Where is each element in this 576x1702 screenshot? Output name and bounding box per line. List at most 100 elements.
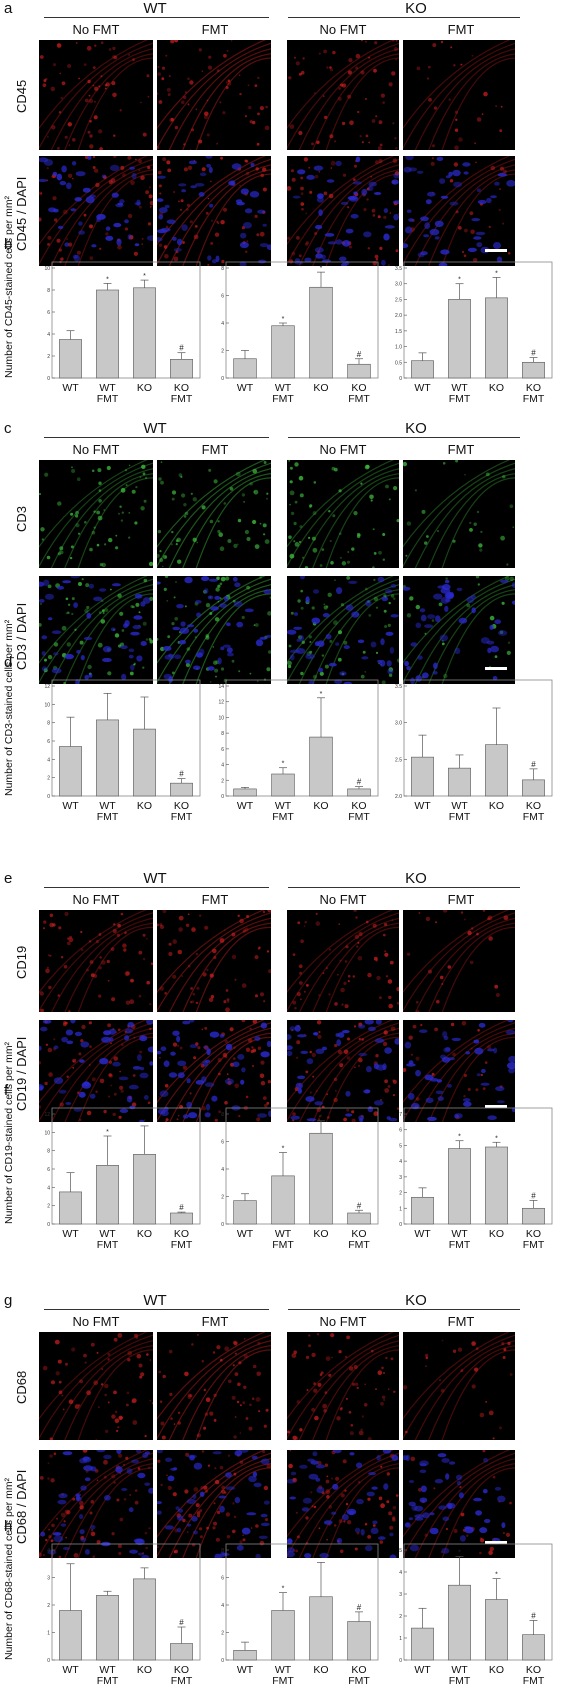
bar: [133, 1578, 156, 1661]
plot-frame: [403, 679, 553, 797]
micrograph-texture: [39, 40, 153, 150]
bar: [347, 363, 371, 379]
micrograph-texture: [403, 1020, 515, 1122]
y-tick-label: 8: [47, 1149, 50, 1155]
x-category-label: KO: [351, 1228, 366, 1240]
panel-letter: b: [4, 236, 13, 253]
x-category-label: WT: [414, 382, 431, 394]
y-tick-label: 0: [399, 376, 402, 382]
significance-star: *: [282, 1146, 285, 1153]
y-tick-label: 3: [399, 1592, 402, 1598]
x-category-label: FMT: [97, 1675, 119, 1687]
y-tick-label: 12: [44, 684, 50, 690]
y-tick-label: 1.0: [395, 345, 402, 351]
micrograph-marker: [157, 1332, 271, 1440]
micrograph-texture: [287, 1450, 399, 1558]
micrograph-merge: [39, 576, 153, 684]
micrograph-texture: [39, 460, 153, 568]
significance-hash: #: [179, 344, 184, 353]
bar: [309, 1132, 333, 1225]
x-category-label: FMT: [523, 1239, 545, 1251]
micrograph-texture: [157, 460, 271, 568]
y-tick-label: 2.0: [395, 794, 402, 800]
col-label-wt-fmt: FMT: [201, 1314, 229, 1329]
y-tick-label: 0.5: [395, 360, 402, 366]
x-category-label: KO: [526, 800, 541, 812]
x-category-label: FMT: [348, 393, 370, 405]
x-category-label: KO: [137, 382, 152, 394]
micrograph-marker: [287, 1332, 399, 1440]
x-category-label: KO: [489, 800, 504, 812]
y-tick-label: 0: [221, 376, 224, 382]
y-tick-label: 7: [399, 1112, 402, 1118]
y-tick-label: 10: [218, 715, 224, 721]
col-label-ko-fmt: FMT: [447, 442, 475, 457]
bar: [233, 788, 257, 797]
micrograph-marker: [287, 910, 399, 1012]
bar: [522, 1634, 545, 1661]
bar: [133, 287, 156, 379]
x-category-label: WT: [451, 382, 468, 394]
group-divider-wt: [44, 1309, 269, 1310]
micrograph-texture: [403, 40, 515, 150]
micrograph-merge: [403, 576, 515, 684]
y-tick-label: 3.0: [395, 721, 402, 727]
micrograph-merge: [403, 156, 515, 266]
significance-hash: #: [357, 350, 362, 359]
bar: [347, 1621, 371, 1661]
bar: [485, 297, 508, 379]
micrograph-texture: [403, 910, 515, 1012]
bar: [448, 299, 471, 379]
significance-hash: #: [531, 760, 536, 769]
x-category-label: WT: [451, 800, 468, 812]
bar: [309, 286, 333, 379]
bar: [133, 728, 156, 797]
y-tick-label: 2: [47, 776, 50, 782]
y-tick-label: 2: [47, 1204, 50, 1210]
y-tick-label: 6: [221, 294, 224, 300]
bar: [59, 1191, 82, 1225]
y-tick-label: 0: [47, 1222, 50, 1228]
significance-star: *: [458, 1550, 461, 1557]
y-tick-label: 8: [47, 288, 50, 294]
row-label-marker: CD3: [14, 505, 29, 532]
y-tick-label: 6: [47, 739, 50, 745]
bar: [96, 1595, 119, 1661]
bar: [170, 359, 193, 379]
significance-star: *: [320, 1114, 323, 1121]
y-tick-label: 4: [221, 321, 224, 327]
y-tick-label: 0: [399, 1222, 402, 1228]
micrograph-merge: [287, 156, 399, 266]
bar: [233, 358, 257, 379]
bar: [271, 1610, 295, 1661]
x-category-label: KO: [313, 1228, 328, 1240]
micrograph-texture: [403, 576, 515, 684]
plot-frame: [51, 1107, 201, 1225]
y-tick-label: 8: [221, 1112, 224, 1118]
significance-star: *: [282, 1586, 285, 1593]
group-label-wt: WT: [143, 0, 167, 17]
y-tick-label: 0: [47, 1658, 50, 1664]
bar: [271, 773, 295, 797]
significance-hash: #: [179, 1618, 184, 1627]
y-tick-label: 1: [47, 1631, 50, 1637]
y-tick-label: 14: [218, 684, 224, 690]
bar: [522, 1207, 545, 1225]
y-tick-label: 4: [47, 757, 50, 763]
micrograph-merge: [157, 576, 271, 684]
x-category-label: KO: [313, 800, 328, 812]
bar: [233, 1200, 257, 1225]
micrograph-marker: [403, 910, 515, 1012]
x-category-label: FMT: [348, 1675, 370, 1687]
y-tick-label: 1.5: [395, 329, 402, 335]
micrograph-marker: [39, 1332, 153, 1440]
y-tick-label: 8: [47, 721, 50, 727]
micrograph-texture: [403, 460, 515, 568]
micrograph-texture: [287, 576, 399, 684]
bar: [96, 1165, 119, 1225]
significance-star: *: [458, 1134, 461, 1141]
